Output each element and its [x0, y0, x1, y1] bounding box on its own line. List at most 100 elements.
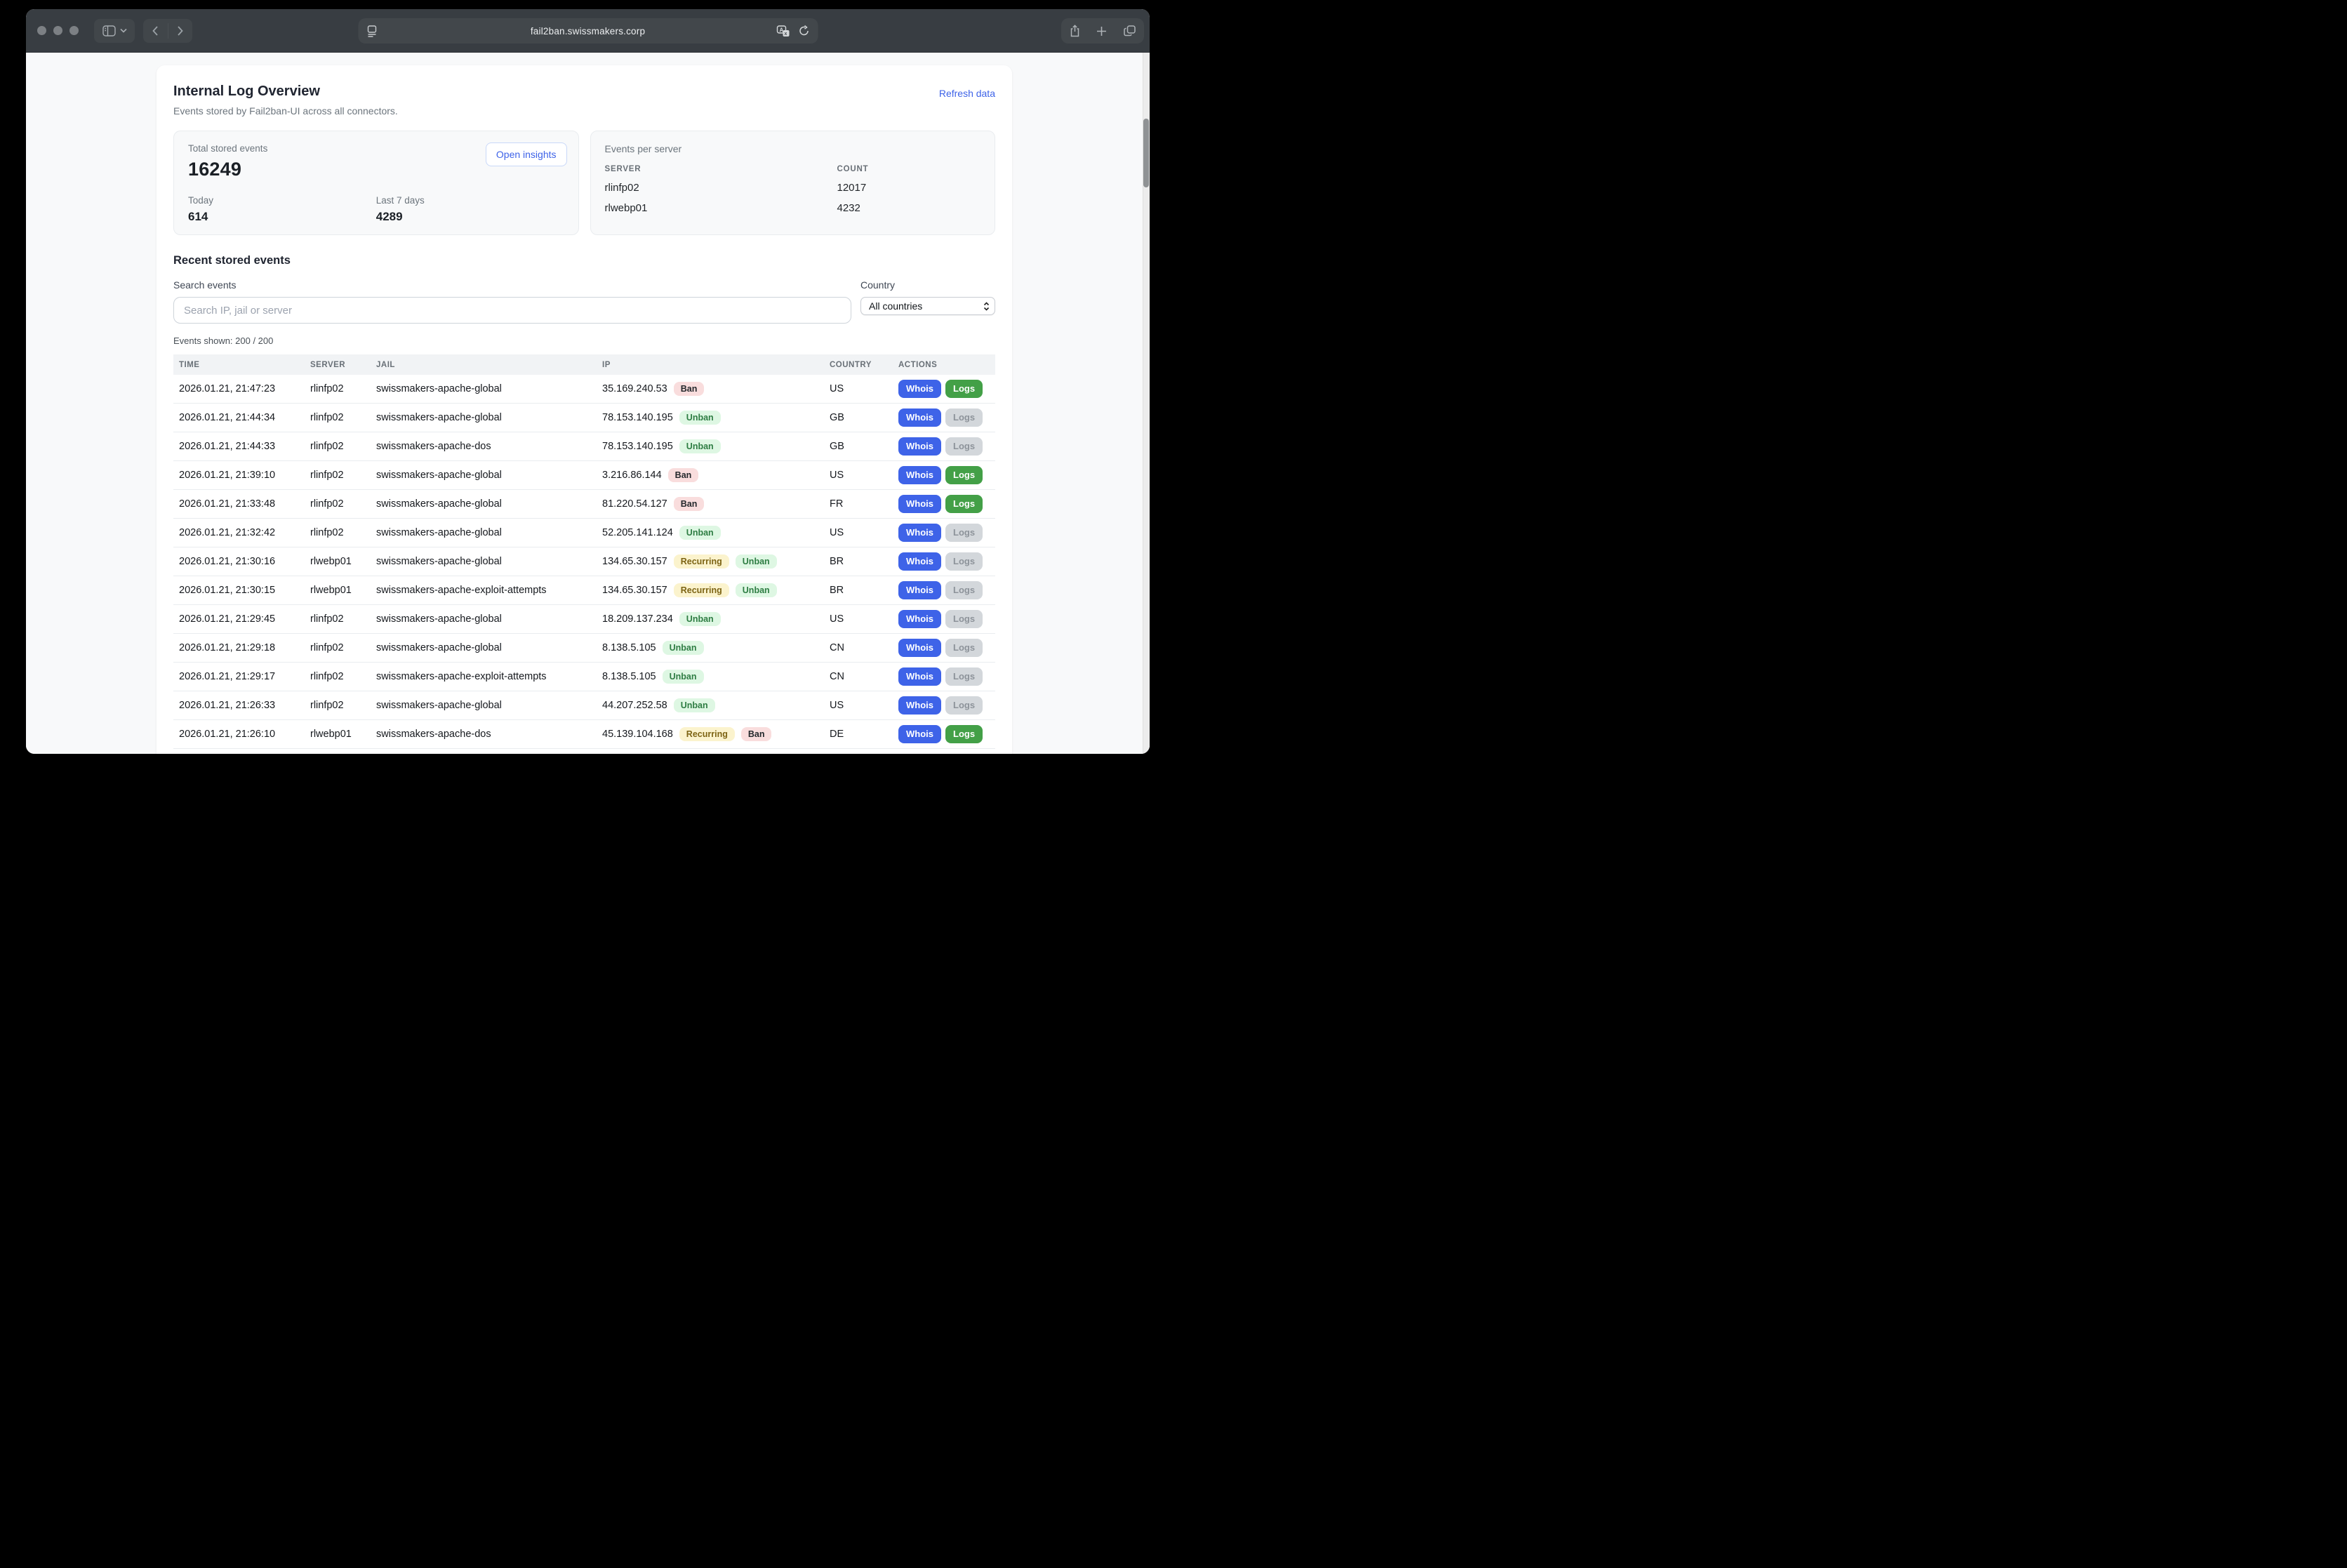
whois-button[interactable]: Whois: [898, 724, 941, 744]
ip-address: 44.207.252.58: [602, 700, 667, 711]
cell-jail: swissmakers-apache-exploit-attempts: [376, 671, 547, 682]
logs-button[interactable]: Logs: [945, 696, 983, 715]
ban-badge: Ban: [673, 496, 705, 512]
table-row: 2026.01.21, 21:29:45 rlinfp02 swissmakers-…: [173, 605, 995, 634]
tab-overview-icon[interactable]: [1124, 25, 1136, 36]
search-input[interactable]: [173, 297, 851, 324]
logs-button[interactable]: Logs: [945, 552, 983, 571]
cell-actions: Whois Logs: [898, 437, 990, 456]
whois-button[interactable]: Whois: [898, 667, 941, 686]
recent-events-title: Recent stored events: [173, 254, 291, 267]
address-bar[interactable]: fail2ban.swissmakers.corp A x: [358, 18, 818, 44]
whois-button[interactable]: Whois: [898, 465, 941, 485]
ip-address: 18.209.137.234: [602, 613, 673, 625]
sidebar-toggle-button[interactable]: [94, 18, 135, 43]
chevron-down-icon: [119, 28, 127, 33]
cell-country: US: [830, 470, 844, 481]
new-tab-icon[interactable]: [1096, 26, 1107, 36]
close-button[interactable]: [37, 26, 46, 35]
cell-country: BR: [830, 556, 844, 567]
ip-address: 3.216.86.144: [602, 470, 662, 481]
table-row: 2026.01.21, 21:33:48 rlinfp02 swissmakers-…: [173, 490, 995, 519]
whois-button[interactable]: Whois: [898, 408, 941, 427]
cell-ip: 18.209.137.234 Unban: [602, 611, 830, 627]
whois-button[interactable]: Whois: [898, 580, 941, 600]
ip-address: 78.153.140.195: [602, 441, 673, 452]
zoom-button[interactable]: [69, 26, 79, 35]
cell-time: 2026.01.21, 21:47:23: [179, 383, 276, 394]
logs-button[interactable]: Logs: [945, 408, 983, 427]
logs-button[interactable]: Logs: [945, 494, 983, 514]
logs-button[interactable]: Logs: [945, 724, 983, 744]
logs-button[interactable]: Logs: [945, 379, 983, 399]
logs-button[interactable]: Logs: [945, 667, 983, 686]
ip-address: 52.205.141.124: [602, 527, 673, 538]
whois-button[interactable]: Whois: [898, 494, 941, 514]
ban-badge: Ban: [667, 467, 699, 483]
share-icon[interactable]: [1070, 25, 1080, 37]
country-label: Country: [860, 279, 896, 291]
back-button[interactable]: [143, 25, 168, 36]
cell-actions: Whois Logs: [898, 667, 990, 686]
cell-country: CN: [830, 642, 844, 653]
cell-time: 2026.01.21, 21:44:34: [179, 412, 276, 423]
cell-time: 2026.01.21, 21:30:16: [179, 556, 276, 567]
table-row: 2026.01.21, 21:30:16 rlwebp01 swissmakers-…: [173, 547, 995, 576]
cell-country: GB: [830, 412, 844, 423]
scrollbar-track[interactable]: [1143, 53, 1150, 754]
ip-address: 45.139.104.168: [602, 729, 673, 740]
table-row: 2026.01.21, 21:29:18 rlinfp02 swissmakers-…: [173, 634, 995, 663]
whois-button[interactable]: Whois: [898, 552, 941, 571]
scrollbar-thumb[interactable]: [1143, 119, 1149, 187]
table-row: 2026.01.21, 21:32:42 rlinfp02 swissmakers-…: [173, 519, 995, 547]
cell-time: 2026.01.21, 21:26:10: [179, 729, 276, 740]
cell-ip: 8.138.5.105 Unban: [602, 669, 830, 684]
minimize-button[interactable]: [53, 26, 62, 35]
cell-jail: swissmakers-apache-exploit-attempts: [376, 585, 547, 596]
table-row: 2026.01.21, 21:44:33 rlinfp02 swissmakers-…: [173, 432, 995, 461]
cell-jail: swissmakers-apache-dos: [376, 441, 491, 452]
refresh-data-link[interactable]: Refresh data: [938, 88, 995, 99]
events-per-server-title: Events per server: [604, 143, 682, 154]
unban-badge: Unban: [679, 410, 721, 425]
server-name: rlwebp01: [604, 202, 648, 214]
translate-icon[interactable]: A x: [776, 25, 790, 37]
last7-value: 4289: [375, 210, 403, 223]
open-insights-button[interactable]: Open insights: [485, 142, 567, 166]
whois-button[interactable]: Whois: [898, 379, 941, 399]
count-column-header: COUNT: [837, 165, 869, 173]
table-row: 2026.01.21, 21:30:15 rlwebp01 swissmakers-…: [173, 576, 995, 605]
cell-jail: swissmakers-apache-dos: [376, 729, 491, 740]
cell-jail: swissmakers-apache-global: [376, 412, 502, 423]
reload-icon[interactable]: [798, 25, 809, 36]
whois-button[interactable]: Whois: [898, 696, 941, 715]
cell-jail: swissmakers-apache-global: [376, 700, 502, 711]
cell-server: rlinfp02: [310, 527, 344, 538]
svg-text:A: A: [779, 27, 783, 33]
whois-button[interactable]: Whois: [898, 609, 941, 629]
page-format-icon[interactable]: [366, 25, 377, 37]
ban-badge: Ban: [740, 726, 772, 742]
cell-actions: Whois Logs: [898, 465, 990, 485]
ban-badge: Ban: [673, 381, 705, 397]
logs-button[interactable]: Logs: [945, 609, 983, 629]
total-events-value: 16249: [188, 159, 242, 180]
browser-toolbar: fail2ban.swissmakers.corp A x: [26, 9, 1150, 53]
header-country: COUNTRY: [830, 360, 872, 369]
whois-button[interactable]: Whois: [898, 523, 941, 543]
logs-button[interactable]: Logs: [945, 465, 983, 485]
events-table-header: TIME SERVER JAIL IP COUNTRY ACTIONS: [173, 354, 995, 375]
logs-button[interactable]: Logs: [945, 523, 983, 543]
logs-button[interactable]: Logs: [945, 437, 983, 456]
cell-ip: 44.207.252.58 Unban: [602, 698, 830, 713]
whois-button[interactable]: Whois: [898, 437, 941, 456]
whois-button[interactable]: Whois: [898, 638, 941, 658]
table-row: 2026.01.21, 21:29:17 rlinfp02 swissmakers-…: [173, 663, 995, 691]
ip-address: 78.153.140.195: [602, 412, 673, 423]
country-select[interactable]: All countries: [860, 297, 995, 315]
logs-button[interactable]: Logs: [945, 638, 983, 658]
logs-button[interactable]: Logs: [945, 580, 983, 600]
forward-button[interactable]: [168, 25, 193, 36]
ip-address: 134.65.30.157: [602, 556, 667, 567]
window-controls: [37, 26, 79, 35]
